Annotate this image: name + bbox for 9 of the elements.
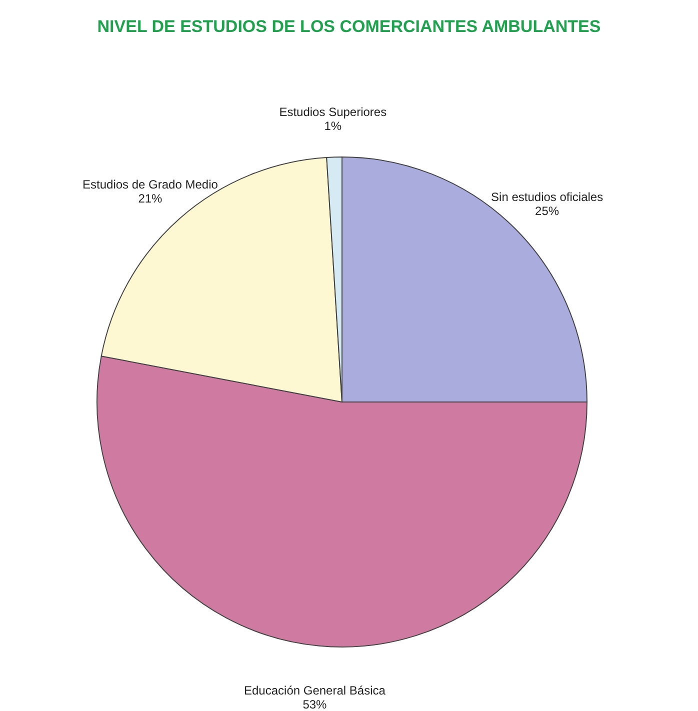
data-label: 21% bbox=[138, 191, 163, 206]
data-label: 1% bbox=[324, 119, 342, 134]
slice-label: Sin estudios oficiales bbox=[491, 190, 604, 204]
slice-label: Estudios de Grado Medio bbox=[82, 177, 218, 192]
data-label: 25% bbox=[535, 204, 560, 218]
chart-title: NIVEL DE ESTUDIOS DE LOS COMERCIANTES AMBULANTES bbox=[97, 17, 601, 36]
slice-label: Estudios Superiores bbox=[279, 105, 387, 120]
slice-label: Educación General Básica bbox=[244, 684, 386, 698]
data-label: 53% bbox=[302, 698, 328, 711]
